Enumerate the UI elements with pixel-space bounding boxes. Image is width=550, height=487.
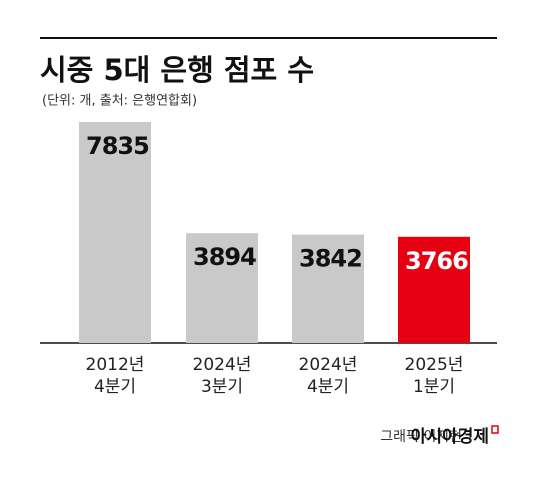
x-tick-label: 2024년 3분기 xyxy=(193,355,252,397)
x-tick-line: 1분기 xyxy=(413,377,455,397)
value-label: 3894 xyxy=(193,243,256,271)
x-tick-line: 3분기 xyxy=(201,377,243,397)
bar xyxy=(292,234,364,343)
value-label: 3766 xyxy=(405,247,468,275)
value-label: 7835 xyxy=(86,132,149,160)
x-tick-label: 2024년 4분기 xyxy=(299,355,358,397)
x-tick-label: 2012년 4분기 xyxy=(86,355,145,397)
x-tick-line: 2025년 xyxy=(405,355,464,375)
bar xyxy=(79,122,151,343)
x-tick-line: 4분기 xyxy=(94,377,136,397)
bar xyxy=(186,233,258,343)
chart-title: 시중 5대 은행 점포 수 xyxy=(40,53,314,87)
chart-subtitle: (단위: 개, 출처: 은행연합회) xyxy=(42,93,197,109)
brand-mark xyxy=(491,425,499,434)
x-tick-line: 2012년 xyxy=(86,355,145,375)
brand: 아시아경제 xyxy=(411,427,489,447)
x-tick-line: 4분기 xyxy=(307,377,349,397)
x-tick-line: 2024년 xyxy=(299,355,358,375)
x-tick-label: 2025년 1분기 xyxy=(405,355,464,397)
credit: 그래픽 이지현 xyxy=(380,429,462,445)
bar xyxy=(398,236,470,343)
value-label: 3842 xyxy=(299,245,362,273)
x-tick-line: 2024년 xyxy=(193,355,252,375)
